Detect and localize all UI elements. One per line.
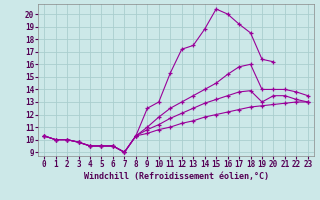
X-axis label: Windchill (Refroidissement éolien,°C): Windchill (Refroidissement éolien,°C) (84, 172, 268, 181)
